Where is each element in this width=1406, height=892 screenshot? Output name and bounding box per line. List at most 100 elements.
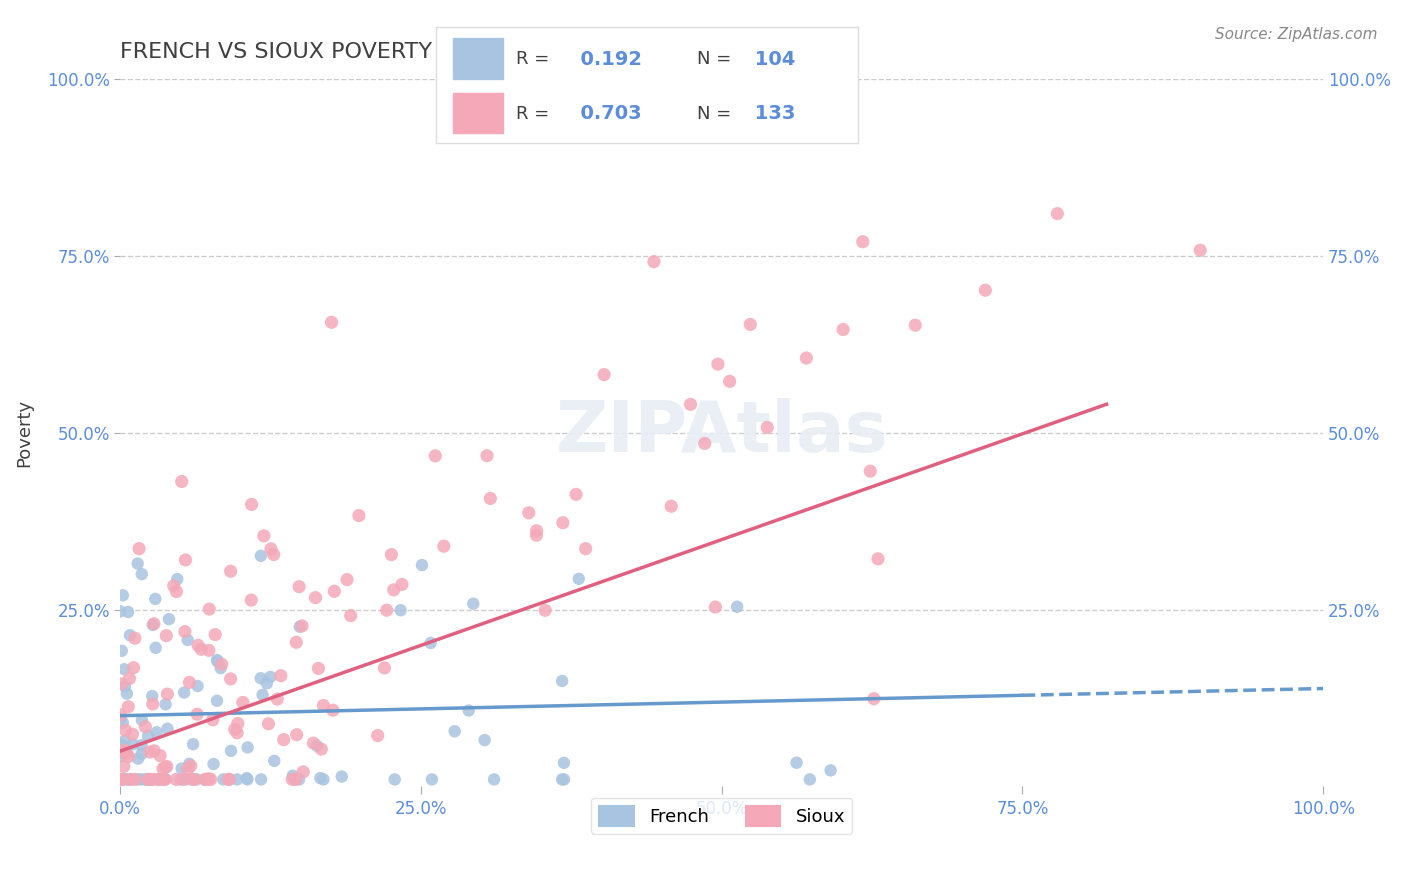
Point (145, 725, 167, 739)
Point (129, 772, 152, 787)
Point (142, 697, 165, 711)
Text: N =: N = (697, 104, 737, 123)
Point (110, 772, 132, 787)
Point (118, 772, 141, 787)
Point (205, 694, 228, 708)
Point (232, 696, 254, 710)
Text: Source: ZipAtlas.com: Source: ZipAtlas.com (1215, 27, 1378, 42)
Text: 0.703: 0.703 (567, 104, 641, 123)
Point (270, 668, 292, 682)
Point (859, 464, 882, 478)
Text: FRENCH VS SIOUX POVERTY CORRELATION CHART: FRENCH VS SIOUX POVERTY CORRELATION CHAR… (121, 42, 681, 62)
Point (526, 524, 548, 538)
Point (756, 420, 779, 434)
Point (131, 747, 153, 761)
Point (110, 707, 132, 722)
Point (110, 604, 132, 618)
Point (273, 732, 295, 747)
Point (114, 723, 136, 738)
Point (179, 675, 201, 690)
Point (330, 770, 353, 784)
Point (112, 743, 135, 757)
Point (121, 727, 143, 741)
Point (226, 772, 249, 787)
Point (118, 772, 141, 787)
Point (114, 733, 136, 747)
Bar (453, 38, 503, 79)
Point (146, 772, 169, 787)
Point (111, 644, 134, 658)
Point (718, 375, 741, 389)
Point (142, 772, 165, 787)
Point (111, 772, 134, 787)
Point (198, 643, 221, 657)
Point (443, 724, 465, 739)
Point (411, 558, 433, 572)
Point (122, 737, 145, 751)
Point (425, 449, 447, 463)
Point (974, 283, 997, 297)
Point (198, 772, 221, 786)
Point (288, 772, 311, 787)
Point (110, 772, 132, 787)
Point (117, 749, 139, 764)
Bar (453, 93, 503, 134)
Point (115, 747, 138, 761)
Point (256, 676, 278, 690)
Point (148, 772, 170, 787)
Point (226, 716, 249, 731)
Point (110, 749, 132, 764)
Point (176, 772, 198, 787)
Point (174, 553, 197, 567)
Point (141, 689, 163, 703)
Point (110, 741, 132, 756)
Point (155, 629, 177, 643)
Point (263, 754, 285, 768)
Point (134, 720, 156, 734)
Point (205, 653, 228, 667)
Point (252, 688, 274, 702)
Point (212, 772, 235, 787)
Point (263, 548, 285, 562)
Point (382, 582, 405, 597)
Point (553, 756, 575, 770)
Point (304, 591, 326, 605)
Point (135, 772, 157, 787)
Point (292, 764, 315, 779)
Point (170, 475, 193, 489)
Point (704, 600, 727, 615)
Point (534, 603, 557, 617)
Point (463, 597, 485, 611)
Point (420, 772, 443, 787)
Point (391, 577, 413, 591)
Point (236, 772, 259, 787)
Point (211, 657, 233, 672)
Point (291, 619, 314, 633)
Point (218, 772, 240, 787)
Point (305, 739, 328, 753)
Point (110, 772, 132, 787)
Point (187, 638, 209, 652)
Point (118, 672, 141, 686)
Point (226, 726, 249, 740)
Point (659, 499, 682, 513)
Point (149, 772, 172, 787)
Legend: French, Sioux: French, Sioux (591, 797, 852, 834)
Point (148, 772, 170, 787)
Point (367, 729, 389, 743)
Point (288, 580, 311, 594)
Point (187, 679, 209, 693)
Point (474, 733, 496, 747)
Point (117, 699, 139, 714)
Point (249, 671, 271, 685)
Point (194, 772, 217, 787)
Point (339, 608, 361, 623)
Point (740, 318, 762, 332)
Point (236, 740, 259, 755)
Point (1046, 206, 1069, 220)
Point (150, 772, 173, 787)
Point (190, 642, 212, 657)
Point (111, 772, 134, 787)
Point (517, 506, 540, 520)
Point (115, 687, 138, 701)
